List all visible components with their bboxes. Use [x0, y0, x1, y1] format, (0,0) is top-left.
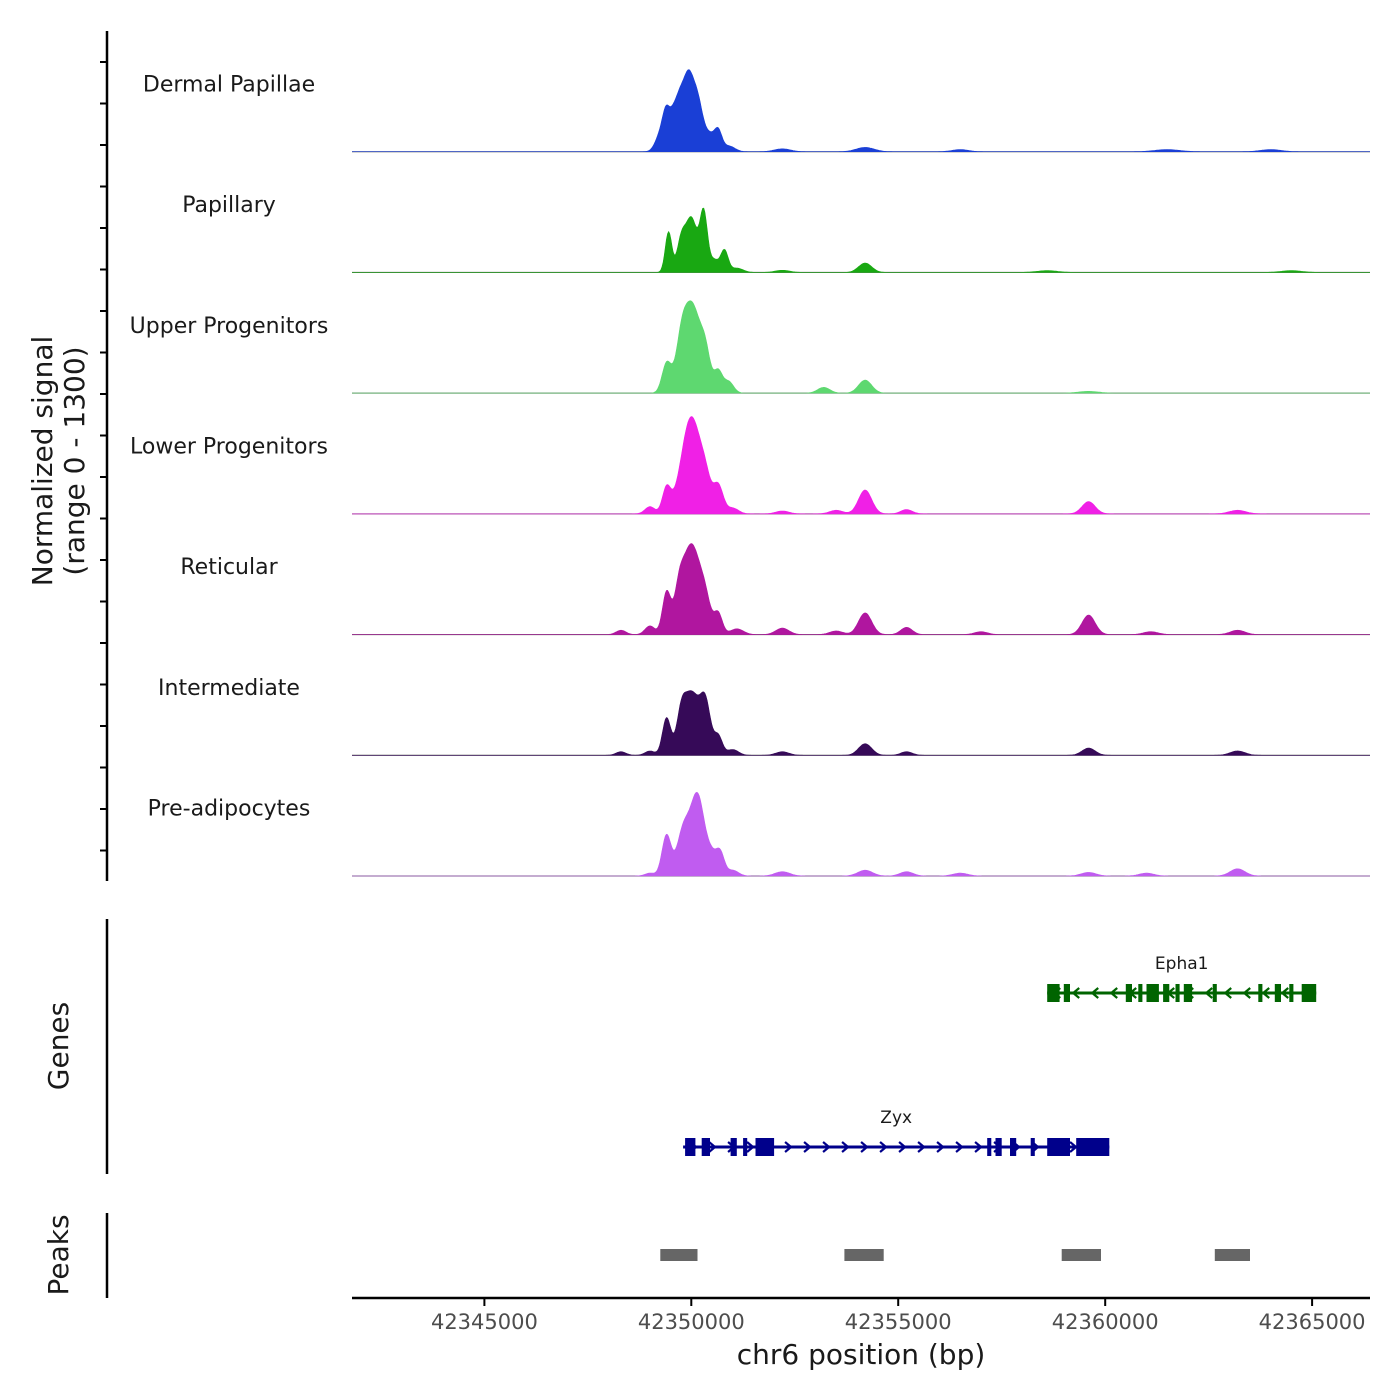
strand-arrow	[974, 1141, 983, 1153]
track-label-reticular: Reticular	[180, 555, 278, 580]
gene-exon	[755, 1138, 775, 1156]
gene-exon	[1289, 984, 1294, 1002]
gene-exon	[743, 1138, 748, 1156]
track-area-lower-progenitors	[352, 416, 1370, 515]
gene-epha1: Epha1	[1047, 954, 1317, 1002]
track-label-papillary: Papillary	[182, 193, 276, 218]
track-area-dermal-papillae	[352, 69, 1370, 152]
strand-arrow	[936, 1141, 945, 1153]
gene-zyx: Zyx	[683, 1108, 1110, 1156]
gene-exon	[1125, 984, 1132, 1002]
track-labels: Dermal Papillae Papillary Upper Progenitor…	[130, 72, 329, 821]
strand-arrow	[879, 1141, 888, 1153]
x-tick-label: 42355000	[845, 1310, 952, 1334]
gene-exon	[1274, 984, 1281, 1002]
track-areas	[352, 69, 1370, 877]
track-area-intermediate	[352, 690, 1370, 756]
gene-exon	[685, 1138, 696, 1156]
genes-layer: Epha1 Zyx	[683, 954, 1317, 1156]
strand-arrow	[860, 1141, 869, 1153]
gene-exon	[701, 1138, 710, 1156]
x-tick-label: 42365000	[1259, 1310, 1366, 1334]
gene-exon	[1138, 984, 1143, 1002]
peaks-panel-label: Peaks	[42, 1214, 75, 1295]
gene-exon	[1183, 984, 1193, 1002]
gene-name-zyx: Zyx	[880, 1108, 912, 1128]
strand-arrow	[1223, 987, 1232, 999]
gene-exon	[1146, 984, 1159, 1002]
strand-arrow	[841, 1141, 850, 1153]
strand-arrow	[898, 1141, 907, 1153]
track-label-lower-progenitors: Lower Progenitors	[130, 435, 328, 460]
gene-exon	[1163, 984, 1170, 1002]
strand-arrow	[803, 1141, 812, 1153]
gene-exon	[1010, 1138, 1017, 1156]
gene-exon	[1063, 984, 1070, 1002]
peak-region	[844, 1249, 884, 1261]
strand-arrow	[1109, 987, 1118, 999]
y-axis-label-range: (range 0 - 1300)	[58, 346, 91, 575]
gene-exon	[1175, 984, 1180, 1002]
x-tick-label: 42350000	[638, 1310, 745, 1334]
strand-arrow	[1280, 987, 1289, 999]
genes-panel-label: Genes	[42, 1002, 75, 1090]
strand-arrow	[1204, 987, 1213, 999]
track-label-intermediate: Intermediate	[158, 676, 300, 701]
track-label-pre-adipocytes: Pre-adipocytes	[148, 797, 311, 822]
x-axis-label: chr6 position (bp)	[737, 1338, 986, 1371]
strand-arrow	[1069, 1141, 1078, 1153]
peak-region	[1061, 1249, 1101, 1261]
strand-arrow	[746, 1141, 755, 1153]
gene-name-epha1: Epha1	[1155, 954, 1209, 974]
peak-region	[660, 1249, 698, 1261]
x-tick-label: 42360000	[1052, 1310, 1159, 1334]
x-tick-label: 42345000	[431, 1310, 538, 1334]
x-axis-ticks: 42345000 42350000 42355000 42360000 42365000	[431, 1298, 1366, 1334]
coverage-y-axis-ticks	[100, 61, 107, 852]
strand-arrow	[1261, 987, 1270, 999]
gene-exon	[1212, 984, 1217, 1002]
gene-exon	[1301, 984, 1317, 1002]
gene-exon	[730, 1138, 737, 1156]
gene-exon	[1076, 1138, 1110, 1156]
peaks-layer	[660, 1249, 1250, 1261]
gene-exon	[1047, 984, 1060, 1002]
gene-exon	[1030, 1138, 1035, 1156]
gene-exon	[987, 1138, 992, 1156]
strand-arrow	[822, 1141, 831, 1153]
track-area-pre-adipocytes	[352, 791, 1370, 877]
strand-arrow	[708, 1141, 717, 1153]
strand-arrow	[1090, 987, 1099, 999]
y-axis-label: Normalized signal	[26, 336, 59, 587]
strand-arrow	[1242, 987, 1251, 999]
strand-arrow	[955, 1141, 964, 1153]
track-label-dermal-papillae: Dermal Papillae	[143, 72, 315, 97]
gene-exon	[1258, 984, 1263, 1002]
strand-arrow	[1071, 987, 1080, 999]
strand-arrow	[917, 1141, 926, 1153]
peak-region	[1214, 1249, 1250, 1261]
strand-arrow	[784, 1141, 793, 1153]
track-area-upper-progenitors	[352, 300, 1370, 394]
gene-exon	[995, 1138, 1002, 1156]
track-label-upper-progenitors: Upper Progenitors	[130, 314, 329, 339]
track-area-reticular	[352, 543, 1370, 635]
gene-exon	[1047, 1138, 1070, 1156]
track-area-papillary	[352, 207, 1370, 273]
